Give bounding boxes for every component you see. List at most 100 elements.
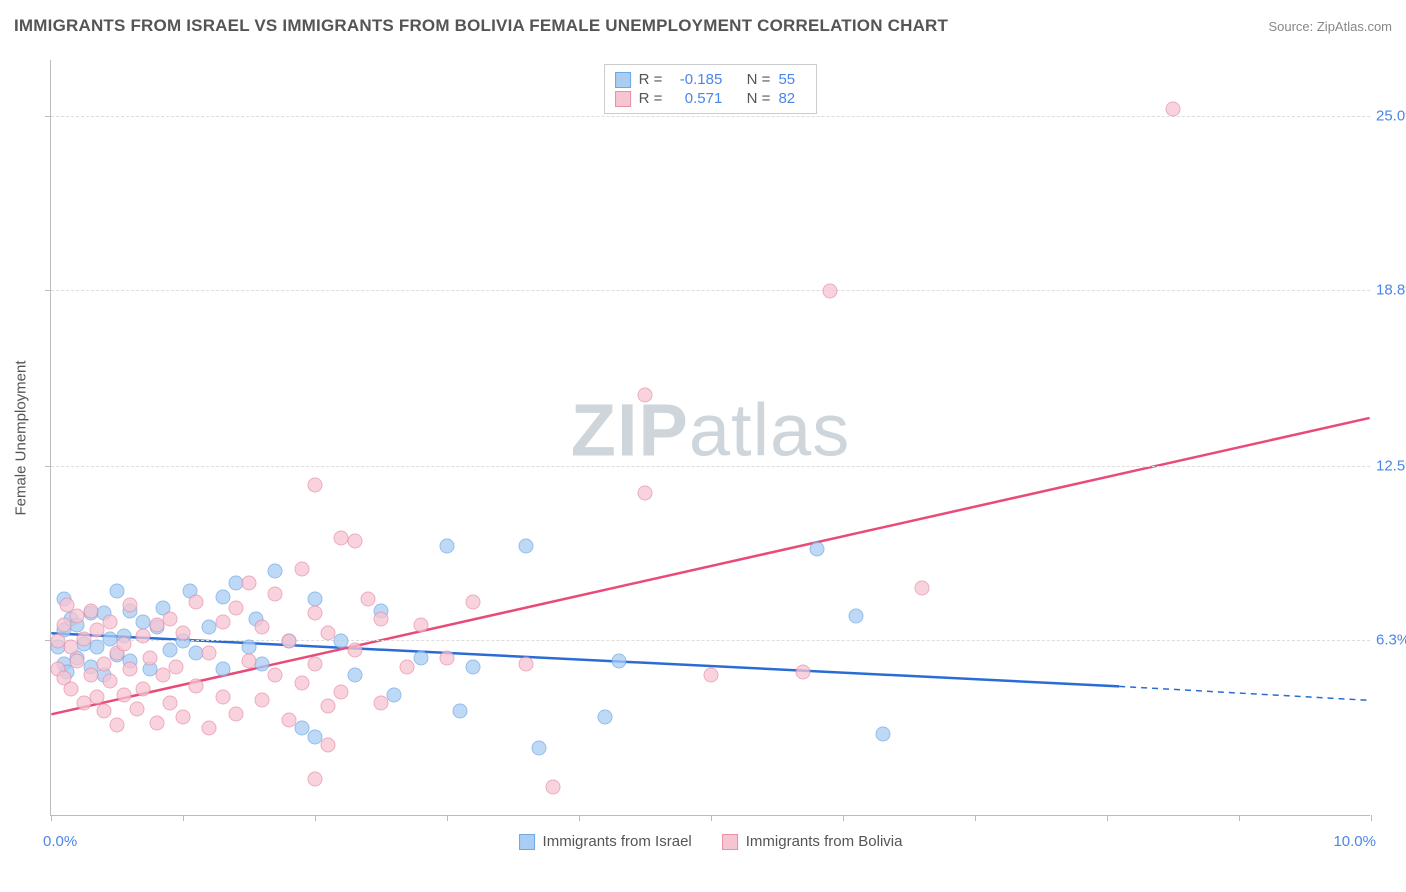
data-point: [519, 656, 534, 671]
data-point: [176, 710, 191, 725]
x-tick: [183, 815, 184, 821]
data-point: [413, 651, 428, 666]
data-point: [308, 592, 323, 607]
data-point: [281, 634, 296, 649]
data-point: [116, 637, 131, 652]
data-point: [129, 701, 144, 716]
data-point: [162, 612, 177, 627]
data-point: [347, 642, 362, 657]
data-point: [400, 659, 415, 674]
data-point: [545, 780, 560, 795]
data-point: [103, 673, 118, 688]
data-point: [123, 662, 138, 677]
legend-row: R =-0.185 N = 55: [615, 71, 807, 88]
legend-series: Immigrants from Israel Immigrants from Bo…: [519, 833, 903, 850]
data-point: [321, 626, 336, 641]
legend-n-value: 82: [778, 90, 806, 107]
x-tick: [843, 815, 844, 821]
data-point: [308, 606, 323, 621]
data-point: [519, 539, 534, 554]
trend-line-dashed: [1119, 686, 1369, 700]
data-point: [360, 592, 375, 607]
data-point: [796, 665, 811, 680]
data-point: [255, 656, 270, 671]
data-point: [1166, 102, 1181, 117]
data-point: [598, 710, 613, 725]
data-point: [176, 626, 191, 641]
scatter-plot: ZIPatlas Female Unemployment R =-0.185 N…: [50, 60, 1370, 816]
legend-r-value: -0.185: [670, 71, 722, 88]
y-axis-title: Female Unemployment: [13, 360, 30, 515]
x-min-label: 0.0%: [43, 833, 77, 850]
data-point: [809, 542, 824, 557]
legend-series-name: Immigrants from Israel: [543, 833, 692, 850]
x-tick: [1239, 815, 1240, 821]
x-tick: [579, 815, 580, 821]
y-tick-label: 12.5%: [1376, 458, 1406, 475]
data-point: [268, 586, 283, 601]
data-point: [875, 726, 890, 741]
data-point: [149, 715, 164, 730]
data-point: [242, 654, 257, 669]
data-point: [334, 684, 349, 699]
x-tick: [1371, 815, 1372, 821]
y-tick: [45, 290, 51, 291]
legend-item: Immigrants from Israel: [519, 833, 692, 850]
legend-swatch: [722, 834, 738, 850]
data-point: [143, 651, 158, 666]
data-point: [169, 659, 184, 674]
data-point: [90, 640, 105, 655]
data-point: [77, 631, 92, 646]
data-point: [321, 698, 336, 713]
legend-r-value: 0.571: [670, 90, 722, 107]
data-point: [413, 617, 428, 632]
data-point: [915, 581, 930, 596]
y-tick-label: 25.0%: [1376, 108, 1406, 125]
data-point: [90, 623, 105, 638]
data-point: [638, 388, 653, 403]
chart-title: IMMIGRANTS FROM ISRAEL VS IMMIGRANTS FRO…: [14, 16, 948, 36]
data-point: [136, 682, 151, 697]
data-point: [110, 718, 125, 733]
data-point: [440, 539, 455, 554]
data-point: [162, 642, 177, 657]
data-point: [308, 771, 323, 786]
legend-series-name: Immigrants from Bolivia: [746, 833, 903, 850]
data-point: [70, 654, 85, 669]
data-point: [202, 721, 217, 736]
data-point: [215, 614, 230, 629]
legend-r-label: R =: [639, 71, 663, 88]
legend-correlation: R =-0.185 N = 55R =0.571 N = 82: [604, 64, 818, 114]
data-point: [321, 738, 336, 753]
legend-swatch: [519, 834, 535, 850]
data-point: [440, 651, 455, 666]
data-point: [189, 679, 204, 694]
data-point: [57, 617, 72, 632]
legend-n-label: N =: [747, 71, 771, 88]
data-point: [308, 477, 323, 492]
data-point: [156, 668, 171, 683]
data-point: [242, 640, 257, 655]
x-tick: [447, 815, 448, 821]
data-point: [638, 486, 653, 501]
data-point: [466, 595, 481, 610]
data-point: [281, 712, 296, 727]
y-tick-label: 18.8%: [1376, 281, 1406, 298]
x-tick: [1107, 815, 1108, 821]
x-tick: [315, 815, 316, 821]
trend-lines-layer: [51, 60, 1370, 815]
data-point: [228, 600, 243, 615]
data-point: [63, 640, 78, 655]
y-tick: [45, 466, 51, 467]
data-point: [116, 687, 131, 702]
data-point: [162, 696, 177, 711]
legend-row: R =0.571 N = 82: [615, 90, 807, 107]
data-point: [308, 656, 323, 671]
data-point: [189, 595, 204, 610]
x-tick: [711, 815, 712, 821]
data-point: [215, 662, 230, 677]
data-point: [96, 704, 111, 719]
data-point: [96, 656, 111, 671]
legend-n-label: N =: [747, 90, 771, 107]
source-label: Source: ZipAtlas.com: [1268, 19, 1392, 34]
